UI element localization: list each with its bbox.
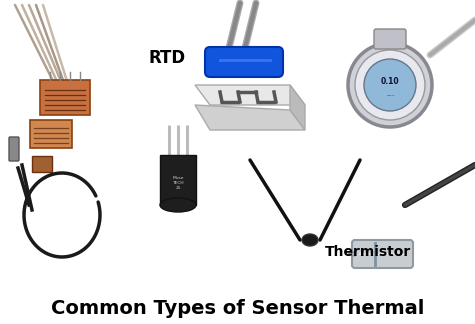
Text: RTD: RTD — [148, 49, 185, 67]
Circle shape — [348, 43, 432, 127]
Ellipse shape — [302, 234, 318, 246]
Polygon shape — [195, 85, 305, 105]
Text: Common Types of Sensor Thermal: Common Types of Sensor Thermal — [51, 298, 425, 318]
FancyBboxPatch shape — [30, 120, 72, 148]
Polygon shape — [290, 85, 305, 130]
Text: Thermistor: Thermistor — [325, 245, 411, 259]
FancyBboxPatch shape — [205, 47, 283, 77]
FancyBboxPatch shape — [9, 137, 19, 161]
FancyBboxPatch shape — [352, 240, 413, 268]
Text: ___: ___ — [386, 90, 394, 96]
FancyBboxPatch shape — [160, 155, 196, 205]
Circle shape — [364, 59, 416, 111]
Circle shape — [355, 50, 425, 120]
FancyBboxPatch shape — [32, 156, 52, 172]
Ellipse shape — [160, 198, 196, 212]
Text: 0.10: 0.10 — [380, 77, 399, 87]
Polygon shape — [348, 252, 355, 256]
FancyBboxPatch shape — [40, 80, 90, 115]
FancyBboxPatch shape — [374, 29, 406, 49]
Text: Muse
TECH
25: Muse TECH 25 — [172, 176, 184, 190]
Polygon shape — [195, 105, 305, 130]
